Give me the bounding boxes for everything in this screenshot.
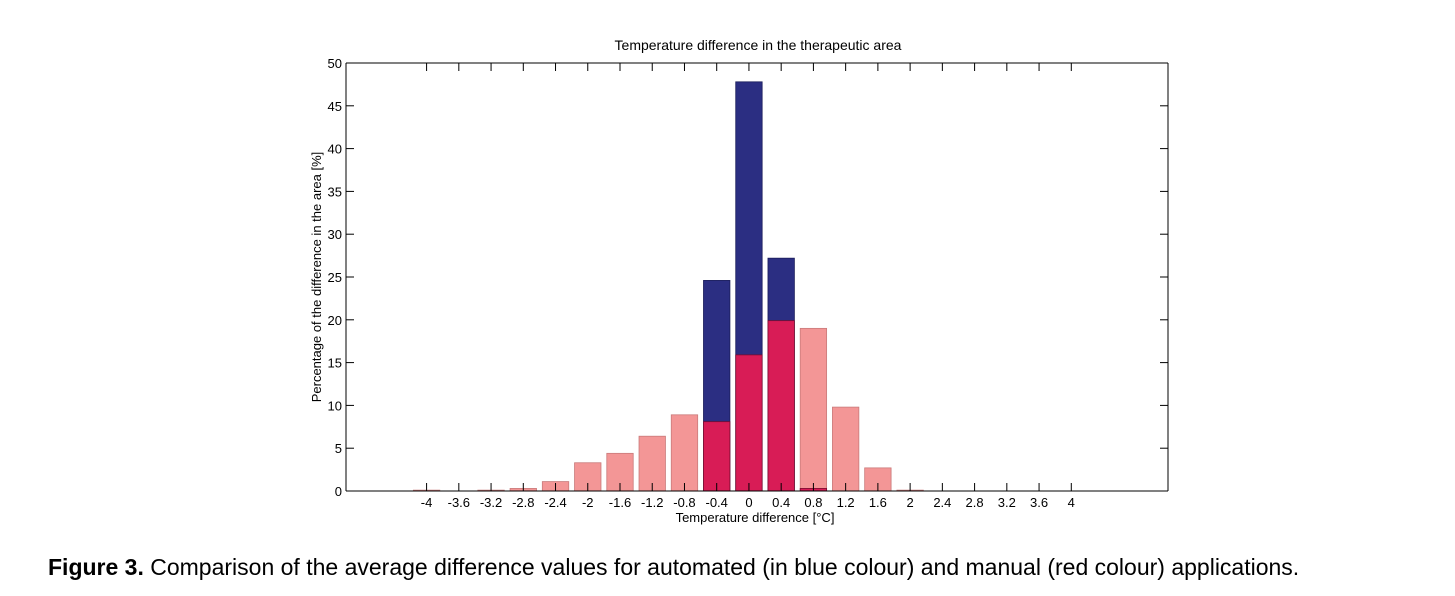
y-tick-label: 50 xyxy=(328,56,342,71)
x-axis-label: Temperature difference [°C] xyxy=(676,510,835,525)
bar-manual--1.2 xyxy=(638,435,666,492)
bar-overlap--0.4 xyxy=(703,421,731,492)
y-tick-label: 30 xyxy=(328,227,342,242)
bar-manual-1.2 xyxy=(832,406,860,492)
x-tick-label: 0.8 xyxy=(804,495,822,510)
x-tick-label: -0.8 xyxy=(673,495,695,510)
y-tick-label: 35 xyxy=(328,184,342,199)
caption-text: Comparison of the average difference val… xyxy=(150,554,1300,580)
x-tick-label: -3.2 xyxy=(480,495,502,510)
x-tick-label: 0 xyxy=(745,495,752,510)
bar-overlap-0.4 xyxy=(767,320,795,492)
x-tick-label: 1.6 xyxy=(869,495,887,510)
x-tick-label: -2.4 xyxy=(544,495,566,510)
x-tick-label: 0.4 xyxy=(772,495,790,510)
y-tick-label: 20 xyxy=(328,313,342,328)
y-tick-label: 40 xyxy=(328,142,342,157)
bar-manual-0.8 xyxy=(799,327,828,492)
caption-lead: Figure 3. xyxy=(48,554,144,580)
bar-overlap-0 xyxy=(735,354,763,492)
x-tick-label: 1.2 xyxy=(837,495,855,510)
y-tick-label: 15 xyxy=(328,356,342,371)
y-tick-label: 25 xyxy=(328,270,342,285)
y-tick-label: 45 xyxy=(328,99,342,114)
y-tick-label: 5 xyxy=(335,441,342,456)
bars-layer xyxy=(412,81,924,492)
x-tick-label: -4 xyxy=(421,495,433,510)
x-tick-label: -0.4 xyxy=(706,495,728,510)
y-axis-label: Percentage of the difference in the area… xyxy=(309,152,324,403)
bar-manual--0.8 xyxy=(670,414,699,492)
x-tick-label: -3.6 xyxy=(448,495,470,510)
x-tick-label: -1.2 xyxy=(641,495,663,510)
x-tick-label: -1.6 xyxy=(609,495,631,510)
y-tick-label: 10 xyxy=(328,398,342,413)
x-tick-label: 3.6 xyxy=(1030,495,1048,510)
x-tick-label: 3.2 xyxy=(998,495,1016,510)
x-tick-label: -2 xyxy=(582,495,594,510)
x-tick-label: 2.4 xyxy=(933,495,951,510)
x-tick-label: 2 xyxy=(907,495,914,510)
figure-caption: Figure 3. Comparison of the average diff… xyxy=(48,554,1299,581)
x-tick-label: 2.8 xyxy=(966,495,984,510)
x-tick-label: -2.8 xyxy=(512,495,534,510)
y-tick-label: 0 xyxy=(335,484,342,499)
chart-title: Temperature difference in the therapeuti… xyxy=(615,37,902,53)
x-tick-label: 4 xyxy=(1068,495,1075,510)
